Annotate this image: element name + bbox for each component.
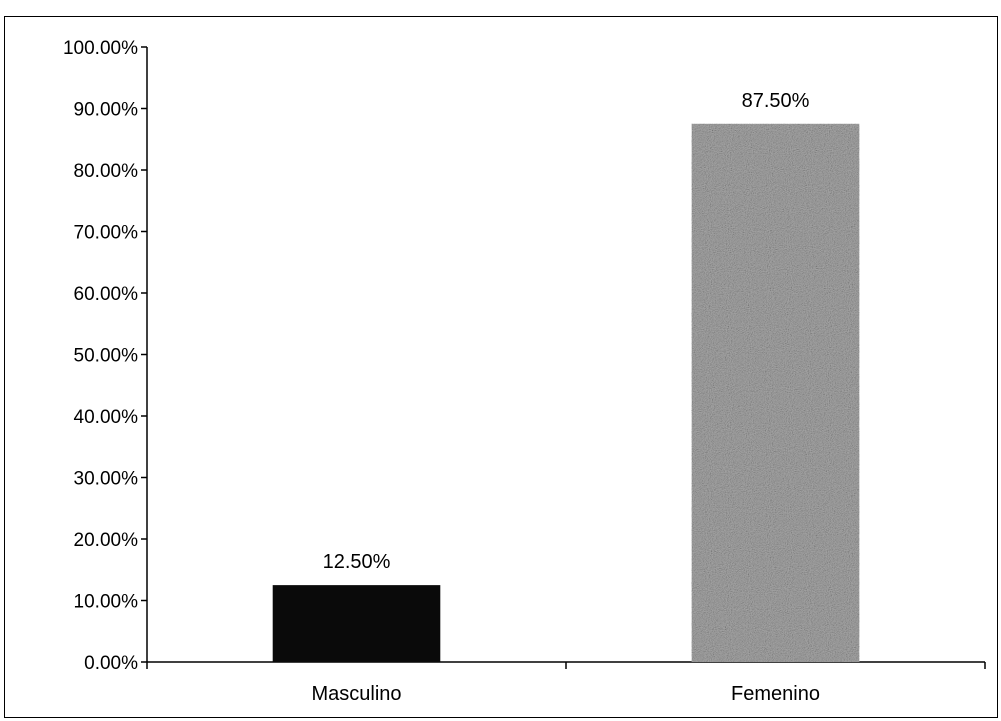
- bar-masculino: [272, 585, 441, 662]
- bars: [272, 123, 860, 662]
- y-tick-label: 100.00%: [63, 38, 138, 59]
- data-label-masculino: 12.50%: [323, 551, 391, 573]
- x-category-label: Masculino: [311, 683, 401, 705]
- x-category-label: Femenino: [731, 683, 820, 705]
- y-tick-label: 80.00%: [74, 161, 139, 182]
- y-tick-label: 20.00%: [74, 530, 139, 551]
- y-tick-label: 0.00%: [84, 653, 138, 674]
- y-tick-label: 70.00%: [74, 223, 139, 244]
- data-label-femenino: 87.50%: [742, 90, 810, 112]
- y-tick-label: 50.00%: [74, 346, 139, 367]
- y-tick-label: 10.00%: [74, 592, 139, 613]
- y-tick-label: 90.00%: [74, 100, 139, 121]
- y-tick-label: 30.00%: [74, 469, 139, 490]
- labels: 0.00% 10.00% 20.00% 30.00% 40.00% 50.00% 60.00…: [63, 38, 820, 705]
- y-tick-label: 40.00%: [74, 407, 139, 428]
- bar-femenino: [691, 123, 860, 662]
- y-tick-label: 60.00%: [74, 284, 139, 305]
